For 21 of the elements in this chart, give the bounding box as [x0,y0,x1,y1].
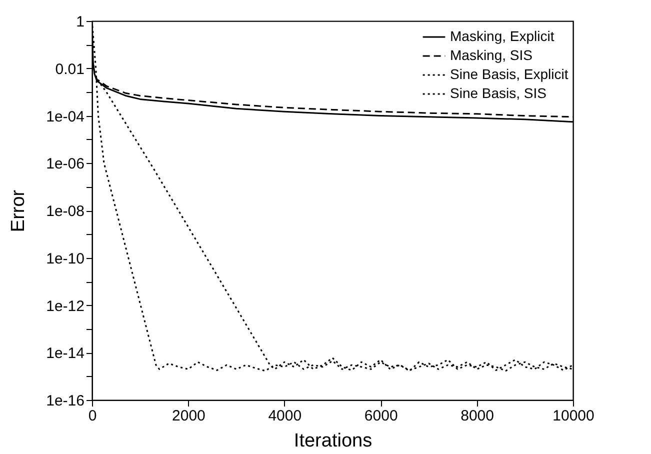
y-tick-label: 1e-10 [46,250,84,268]
legend-label: Masking, Explicit [450,28,554,44]
y-tick-label: 1e-14 [46,345,84,362]
x-tick-label: 6000 [364,408,398,424]
x-tick-label: 2000 [172,408,206,424]
y-tick-label: 1e-08 [46,203,84,220]
x-tick-label: 10000 [552,408,594,424]
x-tick-label: 8000 [460,408,494,424]
legend-label: Sine Basis, SIS [450,85,546,101]
y-tick-label: 1e-12 [46,298,84,315]
y-tick-label: 0.01 [55,60,84,78]
y-tick-label: 1 [76,14,84,30]
y-tick-label: 1e-16 [46,392,84,410]
legend-label: Masking, SIS [450,47,532,63]
x-axis-title: Iterations [294,430,372,452]
y-tick-label: 1e-06 [46,156,84,173]
y-tick-label: 1e-04 [46,108,84,126]
y-axis-title: Error [8,189,30,232]
x-tick-label: 0 [88,408,97,424]
x-tick-label: 4000 [268,408,302,424]
legend-label: Sine Basis, Explicit [450,66,568,82]
